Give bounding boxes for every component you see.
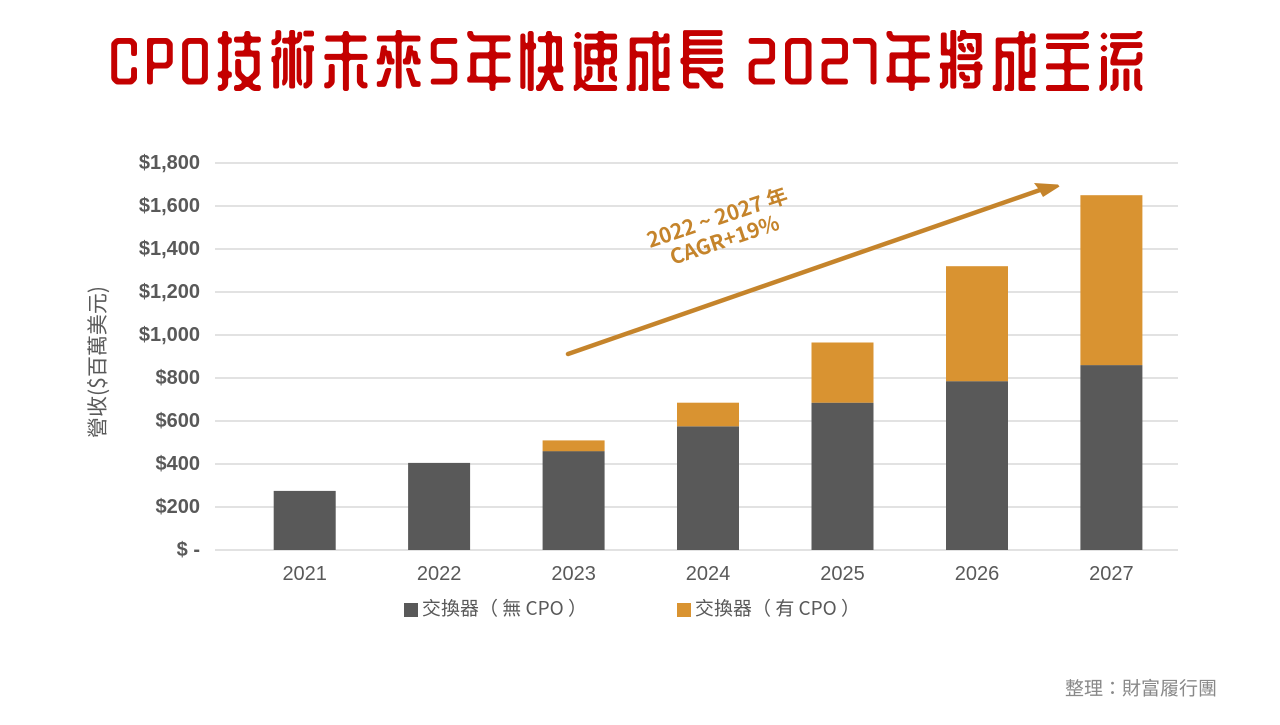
svg-text:2023: 2023 — [551, 563, 596, 585]
svg-text:$600: $600 — [156, 410, 201, 432]
svg-text:2021: 2021 — [282, 563, 327, 585]
svg-text:交換器（ 有 CPO ）: 交換器（ 有 CPO ） — [695, 594, 860, 621]
svg-text:2022: 2022 — [417, 563, 462, 585]
svg-text:營收($百萬美元): 營收($百萬美元) — [82, 286, 112, 438]
svg-text:2025: 2025 — [820, 563, 865, 585]
svg-text:2027: 2027 — [1089, 563, 1134, 585]
svg-text:$ -: $ - — [177, 539, 200, 561]
svg-text:2026: 2026 — [955, 563, 1000, 585]
svg-text:$400: $400 — [156, 453, 201, 475]
svg-text:$1,200: $1,200 — [139, 281, 200, 303]
svg-text:交換器（ 無 CPO ）: 交換器（ 無 CPO ） — [422, 594, 587, 621]
svg-text:$1,600: $1,600 — [139, 195, 200, 217]
svg-text:$800: $800 — [156, 367, 201, 389]
svg-text:$1,400: $1,400 — [139, 238, 200, 260]
svg-text:2024: 2024 — [686, 563, 731, 585]
svg-text:$1,000: $1,000 — [139, 324, 200, 346]
svg-text:$200: $200 — [156, 496, 201, 518]
svg-text:$1,800: $1,800 — [139, 152, 200, 174]
